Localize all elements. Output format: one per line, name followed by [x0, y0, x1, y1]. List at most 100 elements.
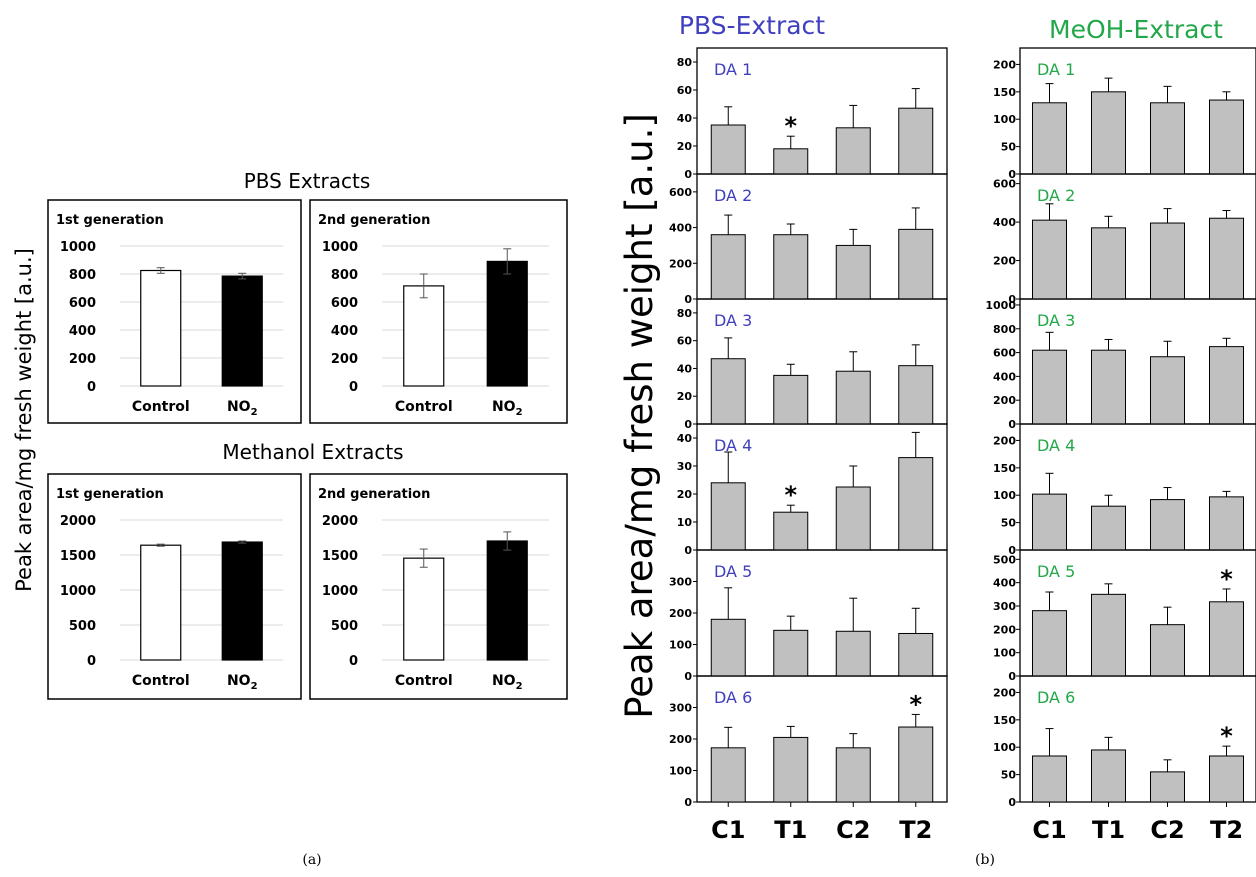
y-tick-label: 200: [331, 352, 358, 367]
y-tick-label: 1500: [60, 549, 96, 564]
pbs-extract-column-title: PBS-Extract: [679, 11, 825, 40]
subplot-label: DA 1: [1037, 60, 1075, 79]
significance-asterisk: *: [1220, 722, 1233, 750]
y-tick-label: 100: [993, 113, 1016, 126]
subchart-pbs-2nd-generation: 2nd generation 0 200 400 600 800 1000 Control NO…: [309, 199, 568, 424]
y-tick-label: 800: [993, 323, 1016, 336]
y-tick-label: 1000: [60, 584, 96, 599]
y-tick-label: 400: [993, 216, 1016, 229]
subplot-label: DA 6: [1037, 688, 1075, 707]
y-tick-label: 300: [669, 576, 692, 589]
y-tick-label: 1000: [322, 584, 358, 599]
bar: [1150, 222, 1185, 300]
bar: [1091, 91, 1126, 175]
subplot-label: DA 4: [1037, 436, 1075, 455]
y-tick-label: 400: [669, 222, 692, 235]
x-category-label: NO2: [492, 673, 523, 692]
y-tick-label: 100: [669, 765, 692, 778]
bar: [1032, 610, 1067, 677]
y-tick-label: 500: [993, 553, 1016, 566]
y-tick-label: 300: [669, 702, 692, 715]
subplot-label: DA 5: [1037, 562, 1075, 581]
bar: [773, 736, 809, 803]
subplot-da-5: DA 5 0 100 200 300 400 500 *: [993, 549, 1256, 683]
subplot-da-1: DA 1 0 50 100 150 200: [993, 47, 1256, 181]
bar: [1032, 349, 1067, 425]
subchart-title: 1st generation: [56, 487, 164, 502]
significance-asterisk: *: [909, 690, 922, 718]
y-tick-label: 0: [1008, 544, 1016, 557]
subplot-label: DA 2: [714, 186, 752, 205]
y-tick-label: 300: [993, 600, 1016, 613]
bar: [773, 511, 809, 551]
y-tick-label: 600: [331, 296, 358, 311]
subchart-title: 1st generation: [56, 213, 164, 228]
subchart-methanol-1st-generation: 1st generation 0 500 1000 1500 2000 Control NO2: [47, 473, 302, 700]
y-tick-label: 50: [1001, 769, 1017, 782]
bar: [1209, 496, 1244, 551]
y-tick-label: 0: [349, 654, 358, 669]
y-tick-label: 200: [669, 607, 692, 620]
y-tick-label: 60: [677, 335, 693, 348]
bar: [710, 747, 746, 803]
panel-a-pbs-title: PBS Extracts: [244, 169, 371, 193]
y-tick-label: 150: [993, 714, 1016, 727]
y-tick-label: 0: [684, 544, 692, 557]
bar: [140, 544, 182, 661]
y-tick-label: 30: [677, 460, 693, 473]
bar: [1209, 346, 1244, 425]
y-tick-label: 20: [677, 488, 693, 501]
x-category-label: Control: [395, 673, 453, 689]
y-tick-label: 200: [993, 686, 1016, 699]
subplot-label: DA 2: [1037, 186, 1075, 205]
y-tick-label: 100: [993, 489, 1016, 502]
y-tick-label: 0: [349, 380, 358, 395]
y-tick-label: 40: [677, 112, 693, 125]
bar: [1091, 349, 1126, 425]
bar: [835, 630, 871, 677]
x-category-label: T1: [774, 816, 807, 844]
y-tick-label: 0: [87, 654, 96, 669]
panel-a-y-label: Peak area/mg fresh weight [a.u.]: [12, 248, 36, 592]
bar: [710, 618, 746, 677]
bar: [1209, 601, 1244, 677]
meoh-extract-column: DA 1 0 50 100 150 200 DA 2 0 200 400 600 DA 3 0 200 40…: [985, 47, 1256, 844]
y-tick-label: 500: [331, 619, 358, 634]
bar: [1209, 755, 1244, 803]
bar: [1032, 755, 1067, 803]
y-tick-label: 1000: [60, 240, 96, 255]
panel-b-label: (b): [975, 852, 995, 868]
y-tick-label: 0: [1008, 168, 1016, 181]
bar: [898, 726, 934, 803]
y-tick-label: 200: [993, 394, 1016, 407]
y-tick-label: 100: [993, 647, 1016, 660]
y-tick-label: 0: [684, 293, 692, 306]
bar: [1091, 227, 1126, 300]
bar: [1150, 499, 1185, 551]
x-category-label: NO2: [227, 673, 258, 692]
bar: [835, 244, 871, 300]
panel-b: Peak area/mg fresh weight [a.u.] PBS-Ext…: [618, 11, 1256, 868]
y-tick-label: 50: [1001, 517, 1017, 530]
y-tick-label: 0: [684, 168, 692, 181]
y-tick-label: 400: [331, 324, 358, 339]
y-tick-label: 0: [684, 418, 692, 431]
bar: [898, 457, 934, 551]
subplot-da-3: DA 3 0 200 400 600 800 1000: [985, 298, 1256, 431]
panel-a-label: (a): [302, 852, 321, 868]
y-tick-label: 150: [993, 86, 1016, 99]
bar: [710, 358, 746, 425]
y-tick-label: 80: [677, 307, 693, 320]
y-tick-label: 100: [669, 639, 692, 652]
y-tick-label: 200: [993, 58, 1016, 71]
bar: [898, 107, 934, 175]
y-tick-label: 20: [677, 140, 693, 153]
bar: [773, 374, 809, 425]
y-tick-label: 100: [993, 741, 1016, 754]
x-category-label: Control: [132, 673, 190, 689]
bar: [1091, 505, 1126, 551]
y-tick-label: 200: [993, 434, 1016, 447]
y-tick-label: 0: [87, 380, 96, 395]
bar: [1091, 749, 1126, 803]
